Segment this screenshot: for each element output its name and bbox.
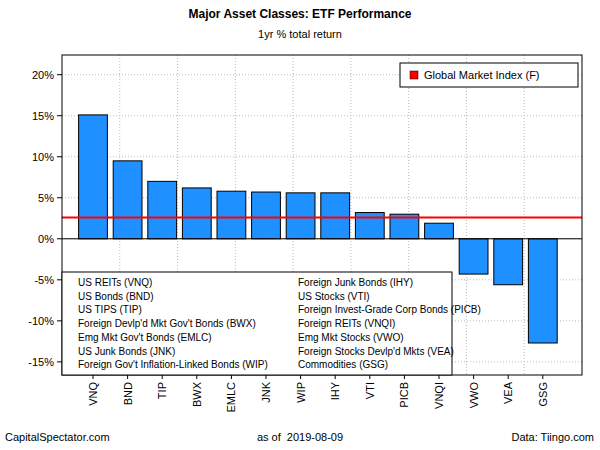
x-tick-label: VTI xyxy=(364,382,376,399)
bar xyxy=(252,192,281,239)
key-label: Foreign Stocks Devlp'd Mkts (VEA) xyxy=(298,346,454,357)
x-tick xyxy=(542,375,543,379)
x-tick-label: VWO xyxy=(468,382,480,409)
bar xyxy=(148,181,177,238)
bar xyxy=(113,161,142,239)
grid-line-vertical xyxy=(466,55,467,375)
x-tick-label: VNQI xyxy=(433,382,445,409)
key-label: Foreign Gov't Inflation-Linked Bonds (WI… xyxy=(78,359,268,370)
key: US REITs (VNQ) US Bonds (BND) US TIPS (TIP… xyxy=(62,272,481,375)
key-label: US REITs (VNQ) xyxy=(78,277,152,288)
y-tick-label: 0% xyxy=(38,233,54,245)
key-label: US Bonds (BND) xyxy=(78,291,154,302)
key-label: US TIPS (TIP) xyxy=(78,304,142,315)
legend-swatch xyxy=(410,71,418,79)
bar xyxy=(182,188,211,239)
x-tick-label: GSG xyxy=(537,382,549,406)
key-label: Foreign Invest-Grade Corp Bonds (PICB) xyxy=(298,304,481,315)
y-tick xyxy=(57,74,62,75)
x-tick-label: BWX xyxy=(191,381,203,407)
bar xyxy=(494,239,523,285)
x-tick xyxy=(231,375,232,379)
plot-frame xyxy=(62,55,582,375)
x-tick-label: WIP xyxy=(295,382,307,403)
data-source: Data: Tiingo.com xyxy=(511,431,594,443)
x-tick-label: PICB xyxy=(398,382,410,408)
y-tick-label: 20% xyxy=(32,69,54,81)
key-label: Commodities (GSG) xyxy=(298,359,388,370)
y-tick xyxy=(57,279,62,280)
key-box xyxy=(62,272,452,375)
chart: Major Asset Classes: ETF Performance 1yr … xyxy=(0,0,600,450)
key-label: Emg Mkt Gov't Bonds (EMLC) xyxy=(78,332,212,343)
grid-line xyxy=(62,156,582,157)
y-tick xyxy=(57,238,62,239)
key-label: Foreign Devlp'd Mkt Gov't Bonds (BWX) xyxy=(78,318,256,329)
zero-line xyxy=(62,238,582,239)
x-tick xyxy=(127,375,128,379)
y-tick-label: -5% xyxy=(34,274,54,286)
y-tick xyxy=(57,197,62,198)
bar xyxy=(79,115,108,239)
grid-line-vertical xyxy=(524,55,525,375)
y-tick xyxy=(57,320,62,321)
y-tick-label: 5% xyxy=(38,192,54,204)
bar xyxy=(459,239,488,274)
y-tick xyxy=(57,115,62,116)
x-tick-label: IHY xyxy=(329,381,341,400)
bar xyxy=(321,193,350,239)
key-label: Foreign Junk Bonds (IHY) xyxy=(298,277,413,288)
legend-label: Global Market Index (F) xyxy=(424,69,540,81)
key-label: US Junk Bonds (JNK) xyxy=(78,346,175,357)
bars xyxy=(62,115,582,343)
grid-line xyxy=(62,115,582,116)
x-tick xyxy=(473,375,474,379)
y-tick xyxy=(57,156,62,157)
x-tick xyxy=(439,375,440,379)
x-tick-label: VEA xyxy=(502,381,514,404)
x-tick xyxy=(300,375,301,379)
x-tick xyxy=(93,375,94,379)
x-tick xyxy=(369,375,370,379)
subtitle: 1yr % total return xyxy=(258,28,342,40)
x-tick-label: TIP xyxy=(156,382,168,399)
x-tick-label: VNQ xyxy=(87,382,99,406)
y-tick-label: -10% xyxy=(28,315,54,327)
background xyxy=(0,0,600,450)
legend-box xyxy=(400,63,578,87)
x-tick xyxy=(335,375,336,379)
grid-line xyxy=(62,238,582,239)
title: Major Asset Classes: ETF Performance xyxy=(189,7,412,21)
x-tick xyxy=(266,375,267,379)
x-tick-label: BND xyxy=(122,382,134,405)
bar xyxy=(286,193,315,239)
legend: Global Market Index (F) xyxy=(400,63,578,87)
x-tick xyxy=(404,375,405,379)
key-label: Emg Mkt Stocks (VWO) xyxy=(298,332,404,343)
x-tick xyxy=(162,375,163,379)
key-label: Foreign REITs (VNQI) xyxy=(298,318,395,329)
y-tick-label: 15% xyxy=(32,110,54,122)
x-tick xyxy=(508,375,509,379)
x-tick-label: EMLC xyxy=(225,382,237,413)
date-note: as of 2019-08-09 xyxy=(257,431,343,443)
x-tick-label: JNK xyxy=(260,381,272,402)
y-tick-label: -15% xyxy=(28,356,54,368)
key-label: US Stocks (VTI) xyxy=(298,291,370,302)
x-tick xyxy=(196,375,197,379)
bar xyxy=(528,239,557,343)
source: CapitalSpectator.com xyxy=(5,431,110,443)
reference-line xyxy=(62,216,582,218)
bar xyxy=(425,223,454,239)
bar xyxy=(217,191,246,239)
y-tick-label: 10% xyxy=(32,151,54,163)
y-tick xyxy=(57,361,62,362)
